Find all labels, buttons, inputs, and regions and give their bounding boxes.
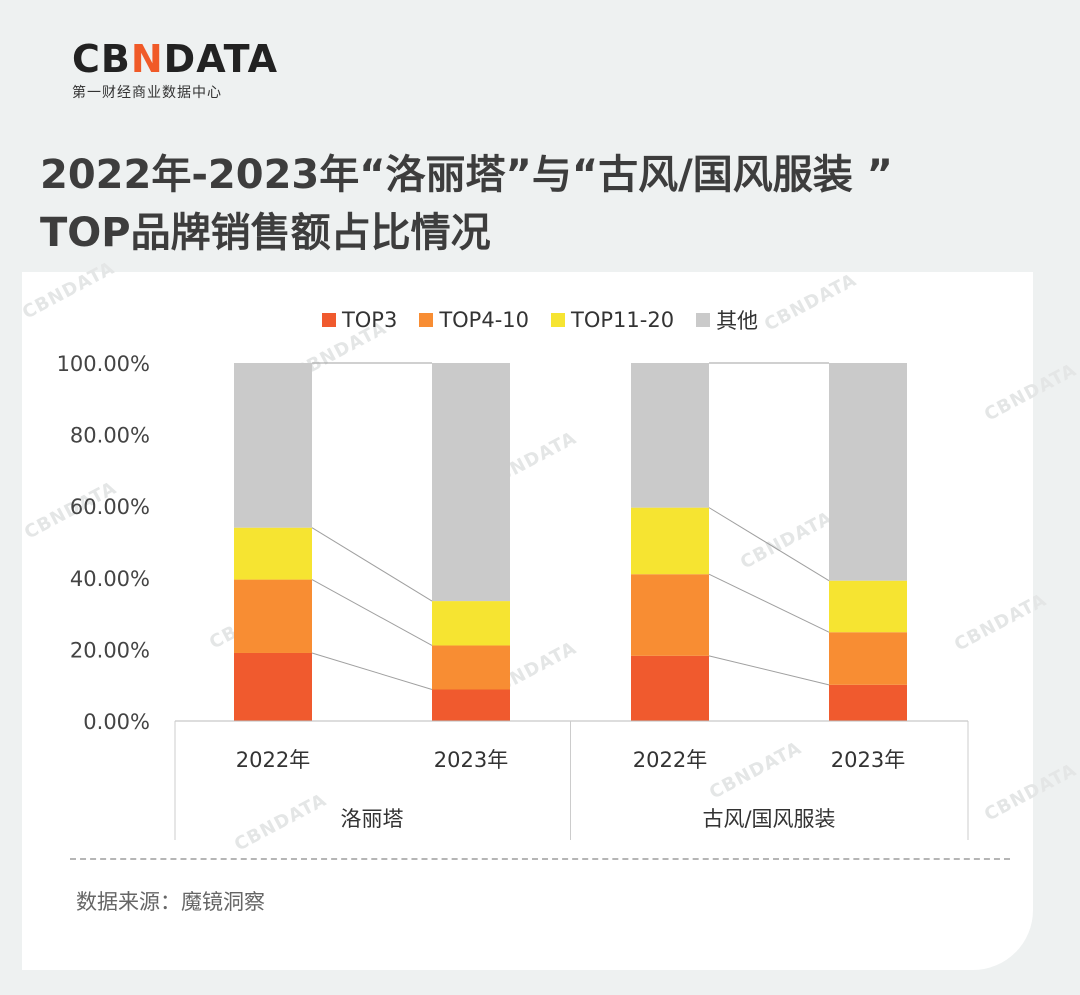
bar-segment-1-0: [234, 579, 312, 653]
connector-line-0-1: [311, 579, 433, 646]
x-tick-label-0: 2022年: [236, 748, 310, 772]
bar-segment-1-2: [631, 574, 709, 656]
title-line-2: TOP品牌销售额占比情况: [40, 210, 491, 256]
bar-segment-0-0: [234, 652, 312, 721]
legend-label-3: 其他: [716, 309, 759, 333]
logo-wordmark: CBNDATA: [72, 37, 279, 81]
y-tick-label-4: 80.00%: [70, 424, 150, 448]
group-label-0: 洛丽塔: [341, 807, 404, 831]
bar-segment-0-1: [432, 689, 510, 721]
bar-segment-3-3: [829, 363, 907, 581]
group-label-1: 古风/国风服装: [702, 807, 835, 831]
connector-line-0-0: [311, 652, 433, 690]
logo-subtitle: 第一财经商业数据中心: [72, 85, 222, 101]
connector-line-1-0: [708, 655, 830, 686]
y-tick-label-3: 60.00%: [70, 495, 150, 519]
legend-label-2: TOP11-20: [571, 308, 675, 332]
title-line-1: 2022年-2023年“洛丽塔”与“古风/国风服装 ”: [40, 152, 893, 198]
x-tick-label-3: 2023年: [831, 748, 905, 772]
legend-item-0: TOP3: [321, 305, 398, 335]
bar-segment-2-0: [234, 527, 312, 580]
dashed-divider: [70, 858, 1010, 860]
legend-item-2: TOP11-20: [551, 305, 674, 335]
legend-label-0: TOP3: [341, 308, 398, 332]
y-tick-label-2: 40.00%: [70, 567, 150, 591]
x-tick-label-2: 2022年: [633, 748, 707, 772]
bar-segment-3-2: [631, 363, 709, 508]
bar-segment-1-3: [829, 632, 907, 685]
bar-segment-3-1: [432, 363, 510, 602]
y-tick-label-0: 0.00%: [83, 710, 150, 734]
legend-swatch-1: [419, 313, 434, 327]
connector-line-1-2: [708, 507, 830, 582]
data-source-note: 数据来源：魔镜洞察: [76, 890, 265, 914]
bar-segment-2-2: [631, 507, 709, 575]
legend-swatch-0: [321, 313, 336, 327]
legend-swatch-2: [551, 313, 566, 327]
bar-segment-0-3: [829, 684, 907, 721]
cbndata-logo: CBNDATA 第一财经商业数据中心: [72, 38, 278, 102]
x-tick-label-1: 2023年: [434, 748, 508, 772]
legend-label-1: TOP4-10: [439, 308, 530, 332]
legend-item-3: 其他: [696, 305, 758, 335]
bar-segment-2-1: [432, 601, 510, 646]
connector-line-0-2: [311, 527, 433, 602]
chart-legend: TOP3 TOP4-10 TOP11-20 其他: [0, 305, 1080, 335]
legend-swatch-3: [696, 313, 711, 327]
connector-line-1-1: [708, 573, 830, 633]
bar-segment-2-3: [829, 580, 907, 633]
y-tick-label-5: 100.00%: [57, 352, 150, 376]
bar-segment-1-1: [432, 645, 510, 690]
y-tick-label-1: 20.00%: [70, 638, 150, 662]
page-title: 2022年-2023年“洛丽塔”与“古风/国风服装 ” TOP品牌销售额占比情况: [40, 146, 1060, 262]
bar-segment-3-0: [234, 363, 312, 528]
legend-item-1: TOP4-10: [419, 305, 529, 335]
bar-segment-0-2: [631, 655, 709, 721]
